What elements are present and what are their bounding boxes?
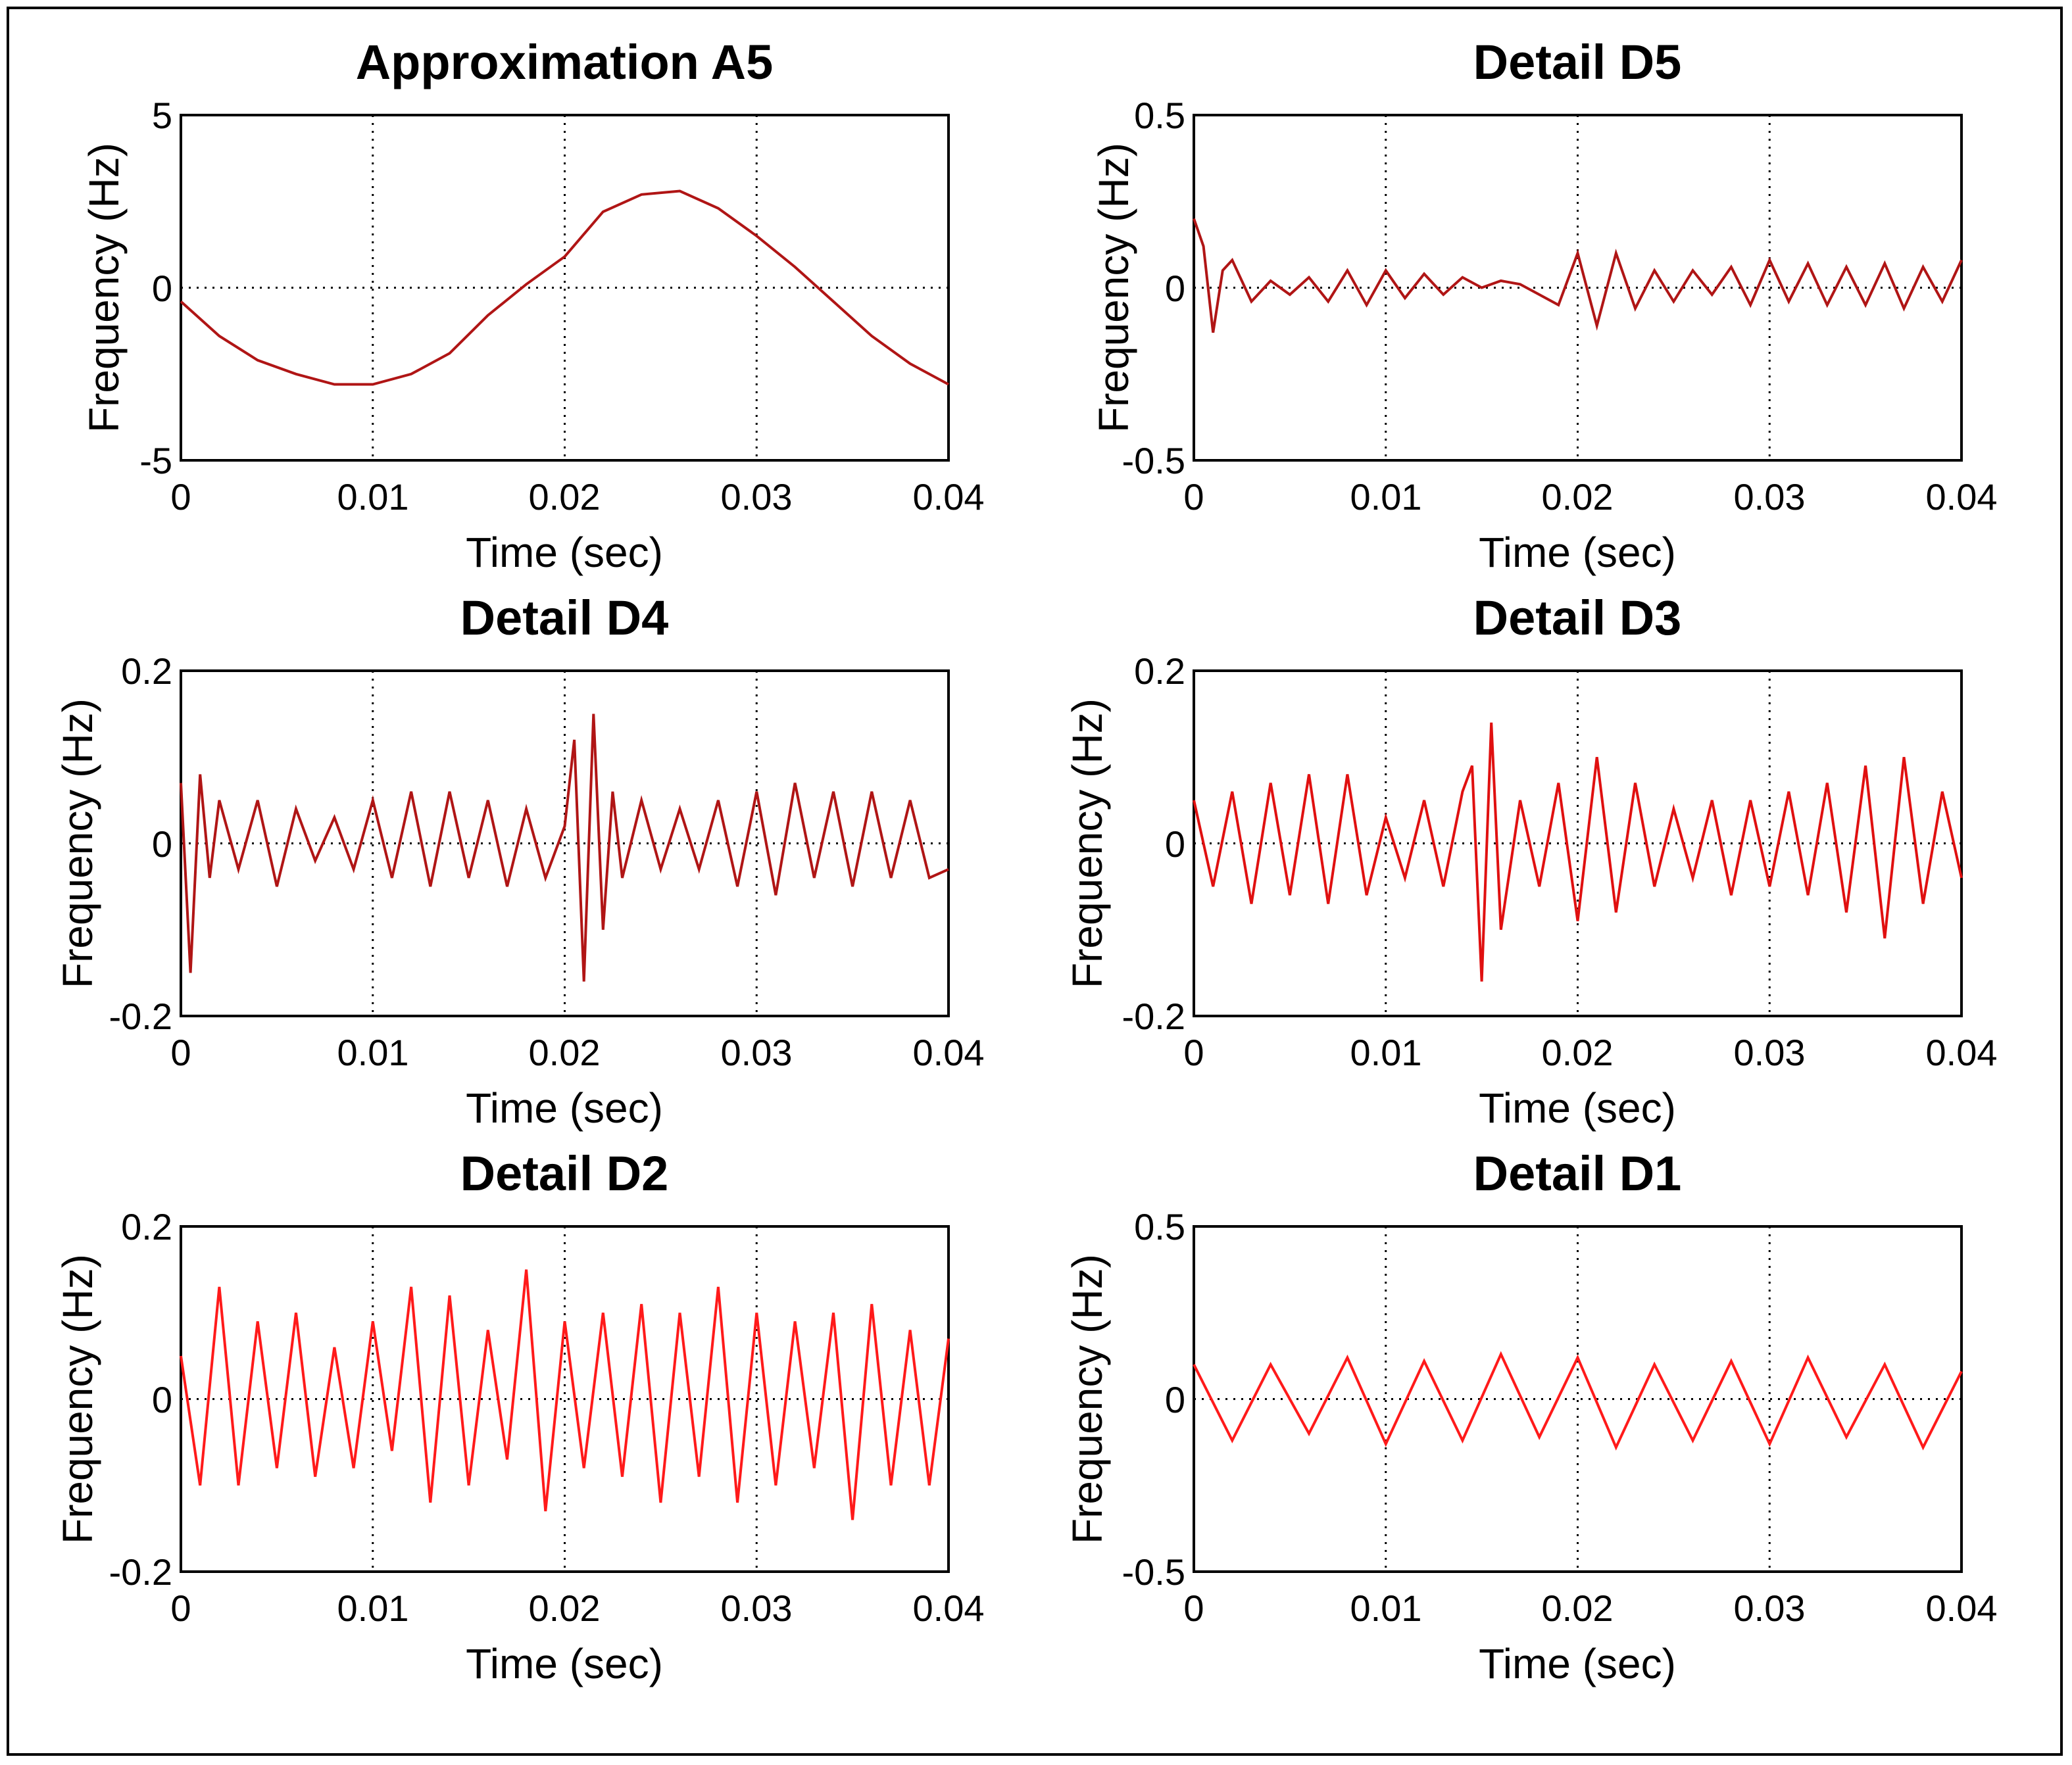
x-tick-label: 0 [170, 476, 191, 518]
x-axis-label: Time (sec) [466, 1084, 663, 1132]
x-tick-label: 0.01 [1350, 1032, 1422, 1073]
x-ticks: 0 0.01 0.02 0.03 0.04 [170, 1032, 984, 1073]
y-tick-label: -0.2 [1122, 996, 1186, 1037]
x-tick-label: 0.03 [1734, 476, 1806, 518]
y-axis-label: Frequency (Hz) [1064, 698, 1111, 988]
x-tick-label: 0 [1183, 476, 1204, 518]
x-tick-label: 0.04 [913, 1032, 985, 1073]
y-axis-label: Frequency (Hz) [1090, 143, 1137, 433]
y-axis-label: Frequency (Hz) [1064, 1254, 1111, 1544]
y-tick-label: -0.5 [1122, 1551, 1186, 1593]
series-line [180, 713, 949, 982]
y-axis-label: Frequency (Hz) [54, 698, 101, 988]
x-tick-label: 0 [170, 1587, 191, 1629]
x-tick-label: 0.03 [1734, 1587, 1806, 1629]
x-tick-label: 0.03 [1734, 1032, 1806, 1073]
x-tick-label: 0.04 [913, 476, 985, 518]
y-ticks: 0.5 0 -0.5 [1122, 1206, 1186, 1593]
x-ticks: 0 0.01 0.02 0.03 0.04 [1183, 1032, 1997, 1073]
chart-title: Detail D2 [460, 1146, 669, 1201]
grid [1194, 1226, 1961, 1572]
x-tick-label: 0.01 [337, 1587, 409, 1629]
y-tick-label: 0 [152, 1379, 172, 1420]
panel-detail-d1: Detail D1 0 0.01 0.02 0.03 0.04 0.5 0 -0… [1064, 1146, 1998, 1687]
grid [181, 115, 949, 460]
y-tick-label: -0.2 [109, 1551, 173, 1593]
y-tick-label: -0.2 [109, 996, 173, 1037]
y-tick-label: 0 [1165, 268, 1185, 309]
chart-title: Detail D5 [1473, 35, 1682, 89]
panel-detail-d2: Detail D2 0 0.01 0.02 0.03 0.04 0.2 0 -0… [54, 1146, 985, 1687]
y-axis-label: Frequency (Hz) [54, 1254, 101, 1544]
chart-title: Detail D4 [460, 591, 669, 645]
x-tick-label: 0.01 [337, 1032, 409, 1073]
x-tick-label: 0.02 [1542, 1587, 1614, 1629]
x-tick-label: 0.04 [1926, 476, 1998, 518]
y-ticks: 0.2 0 -0.2 [109, 650, 173, 1037]
x-tick-label: 0.02 [529, 1587, 601, 1629]
x-tick-label: 0.03 [721, 1032, 793, 1073]
x-tick-label: 0.02 [529, 476, 601, 518]
y-tick-label: 0.2 [121, 1206, 172, 1247]
x-tick-label: 0.01 [337, 476, 409, 518]
series-line [1193, 218, 1963, 333]
grid [181, 1226, 949, 1572]
y-tick-label: 0 [1165, 1379, 1185, 1420]
chart-title: Detail D3 [1473, 591, 1682, 645]
x-axis-label: Time (sec) [1479, 1640, 1676, 1687]
panel-detail-d4: Detail D4 0 0.01 0.02 0.03 0.04 0.2 0 -0… [54, 591, 985, 1132]
x-axis-label: Time (sec) [466, 1640, 663, 1687]
y-ticks: 0.5 0 -0.5 [1122, 95, 1186, 481]
x-ticks: 0 0.01 0.02 0.03 0.04 [170, 476, 984, 518]
series-line [1193, 1351, 1963, 1451]
x-tick-label: 0.01 [1350, 476, 1422, 518]
x-tick-label: 0.04 [1926, 1587, 1998, 1629]
y-ticks: 5 0 -5 [139, 95, 172, 481]
x-tick-label: 0.02 [529, 1032, 601, 1073]
grid [1194, 115, 1961, 460]
x-tick-label: 0.04 [1926, 1032, 1998, 1073]
y-ticks: 0.2 0 -0.2 [109, 1206, 173, 1593]
chart-title: Approximation A5 [356, 35, 774, 89]
y-tick-label: 0 [152, 823, 172, 865]
x-ticks: 0 0.01 0.02 0.03 0.04 [170, 1587, 984, 1629]
y-tick-label: 0 [152, 268, 172, 309]
y-tick-label: 0.2 [1134, 650, 1185, 692]
grid [1194, 671, 1961, 1016]
series-line [180, 189, 949, 386]
x-tick-label: 0 [1183, 1587, 1204, 1629]
x-ticks: 0 0.01 0.02 0.03 0.04 [1183, 1587, 1997, 1629]
series-line [1193, 722, 1963, 982]
y-tick-label: 0 [1165, 823, 1185, 865]
panel-detail-d3: Detail D3 0 0.01 0.02 0.03 0.04 0.2 0 -0… [1064, 591, 1998, 1132]
x-axis-label: Time (sec) [466, 529, 663, 576]
x-tick-label: 0 [1183, 1032, 1204, 1073]
x-axis-label: Time (sec) [1479, 529, 1676, 576]
y-ticks: 0.2 0 -0.2 [1122, 650, 1186, 1037]
y-tick-label: -0.5 [1122, 440, 1186, 481]
y-tick-label: 0.5 [1134, 1206, 1185, 1247]
x-ticks: 0 0.01 0.02 0.03 0.04 [1183, 476, 1997, 518]
x-tick-label: 0.03 [721, 476, 793, 518]
x-tick-label: 0.02 [1542, 476, 1614, 518]
x-tick-label: 0.01 [1350, 1587, 1422, 1629]
y-axis-label: Frequency (Hz) [80, 143, 128, 433]
panel-detail-d5: Detail D5 0 0.01 0.02 0.03 0.04 0.5 0 -0… [1090, 35, 1998, 576]
x-tick-label: 0.02 [1542, 1032, 1614, 1073]
x-tick-label: 0.03 [721, 1587, 793, 1629]
y-tick-label: 5 [152, 95, 172, 136]
y-tick-label: 0.2 [121, 650, 172, 692]
panel-approximation-a5: Approximation A5 0 0.01 0.02 0.03 0.04 5… [80, 35, 985, 576]
x-axis-label: Time (sec) [1479, 1084, 1676, 1132]
x-tick-label: 0 [170, 1032, 191, 1073]
y-tick-label: 0.5 [1134, 95, 1185, 136]
series-line [180, 1269, 950, 1520]
x-tick-label: 0.04 [913, 1587, 985, 1629]
chart-title: Detail D1 [1473, 1146, 1682, 1201]
y-tick-label: -5 [139, 440, 172, 481]
